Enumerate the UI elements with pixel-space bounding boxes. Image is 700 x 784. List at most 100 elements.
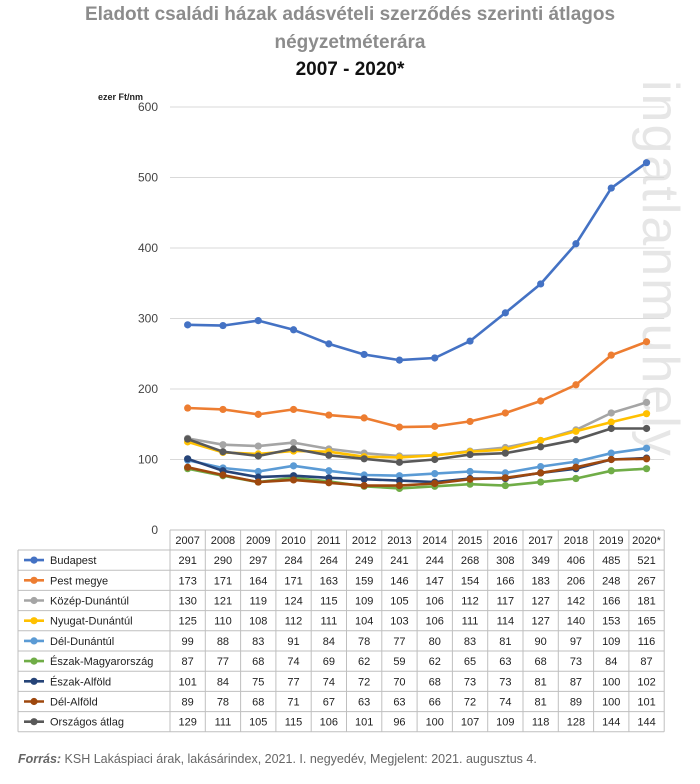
x-tick-label: 2011: [317, 535, 341, 547]
data-label: 116: [638, 636, 656, 648]
data-label: 73: [570, 656, 582, 668]
data-point: [466, 467, 474, 476]
data-label: 112: [285, 616, 303, 628]
data-label: 105: [249, 717, 267, 729]
legend-marker: [30, 697, 38, 706]
data-point: [607, 351, 615, 359]
data-label: 69: [323, 656, 335, 668]
data-point: [395, 472, 404, 480]
data-point: [572, 427, 580, 435]
data-point: [431, 470, 439, 478]
data-label: 100: [426, 717, 444, 729]
data-point: [325, 474, 333, 482]
data-label: 249: [355, 555, 373, 567]
data-point: [501, 474, 509, 482]
data-label: 72: [464, 697, 476, 709]
data-label: 183: [531, 575, 549, 587]
data-label: 146: [390, 575, 408, 587]
data-label: 100: [602, 676, 620, 688]
data-point: [395, 458, 404, 466]
data-label: 89: [570, 697, 582, 709]
data-label: 81: [535, 676, 547, 688]
data-point: [325, 411, 333, 419]
data-point: [254, 478, 262, 486]
data-label: 101: [355, 717, 373, 729]
series-line: [187, 446, 647, 478]
data-label: 268: [461, 555, 479, 567]
data-point: [289, 462, 298, 470]
data-point: [325, 451, 333, 459]
data-point: [395, 477, 404, 485]
series-lines: [184, 159, 651, 493]
y-tick-label: 200: [138, 382, 158, 396]
x-tick-label: 2013: [387, 535, 411, 547]
data-point: [254, 452, 262, 460]
data-label: 140: [567, 616, 585, 628]
data-label: 75: [252, 676, 264, 688]
x-tick-label: 2017: [528, 535, 552, 547]
data-point: [219, 448, 227, 456]
y-axis-ticks: 0 100 200 300 400 500 600: [138, 100, 158, 537]
data-label: 485: [602, 555, 620, 567]
data-label: 110: [214, 616, 232, 628]
x-tick-label: 2020*: [632, 535, 661, 547]
data-label: 128: [567, 717, 585, 729]
data-label: 77: [393, 636, 405, 648]
x-tick-label: 2010: [281, 535, 305, 547]
data-point: [501, 309, 509, 317]
data-point: [466, 450, 474, 459]
series-line: [187, 340, 647, 429]
data-point: [395, 423, 404, 431]
chart-subtitle: 2007 - 2020*: [295, 59, 405, 80]
data-label: 291: [178, 555, 196, 567]
data-point: [219, 441, 227, 449]
data-point: [537, 462, 545, 471]
series-line: [187, 457, 647, 487]
data-table: 2007 2008 2009 2010 2011 2012 2013 2014 2015 2016…: [17, 529, 665, 733]
data-label: 102: [637, 676, 655, 688]
data-label: 109: [602, 636, 620, 648]
source-text: KSH Lakáspiaci árak, lakásárindex, 2021.…: [61, 752, 537, 766]
data-label: 115: [320, 596, 338, 608]
data-point: [537, 443, 545, 451]
data-point: [184, 455, 192, 463]
chart-title-line2: négyzetméterára: [274, 32, 426, 53]
data-point: [360, 414, 368, 422]
data-label: 117: [497, 596, 515, 608]
data-point: [289, 405, 298, 414]
data-point: [501, 469, 509, 477]
data-label: 163: [320, 575, 338, 587]
series-line: [187, 161, 648, 362]
data-point: [184, 463, 192, 471]
data-point: [325, 467, 333, 475]
data-label: 112: [461, 596, 479, 608]
data-label: 74: [323, 676, 335, 688]
y-tick-label: 500: [138, 171, 158, 185]
data-label: 106: [426, 596, 444, 608]
data-label: 78: [217, 697, 229, 709]
data-label: 173: [178, 575, 196, 587]
data-point: [466, 475, 474, 483]
data-label: 106: [320, 717, 338, 729]
data-label: 80: [429, 636, 441, 648]
y-tick-label: 100: [138, 453, 158, 467]
data-point: [254, 442, 262, 450]
gridlines: [170, 106, 665, 460]
data-point: [642, 398, 651, 406]
x-tick-label: 2009: [246, 535, 270, 547]
data-label: 68: [535, 656, 547, 668]
x-tick-label: 2016: [493, 535, 517, 547]
data-label: 89: [182, 697, 194, 709]
data-label: 284: [284, 555, 302, 567]
data-label: 71: [287, 697, 299, 709]
data-point: [289, 326, 298, 334]
data-label: 181: [637, 596, 655, 608]
data-label: 264: [320, 555, 338, 567]
data-label: 83: [252, 636, 264, 648]
data-label: 106: [426, 616, 444, 628]
data-point: [501, 409, 509, 417]
data-point: [537, 280, 545, 288]
data-label: 166: [496, 575, 514, 587]
data-point: [537, 478, 545, 486]
